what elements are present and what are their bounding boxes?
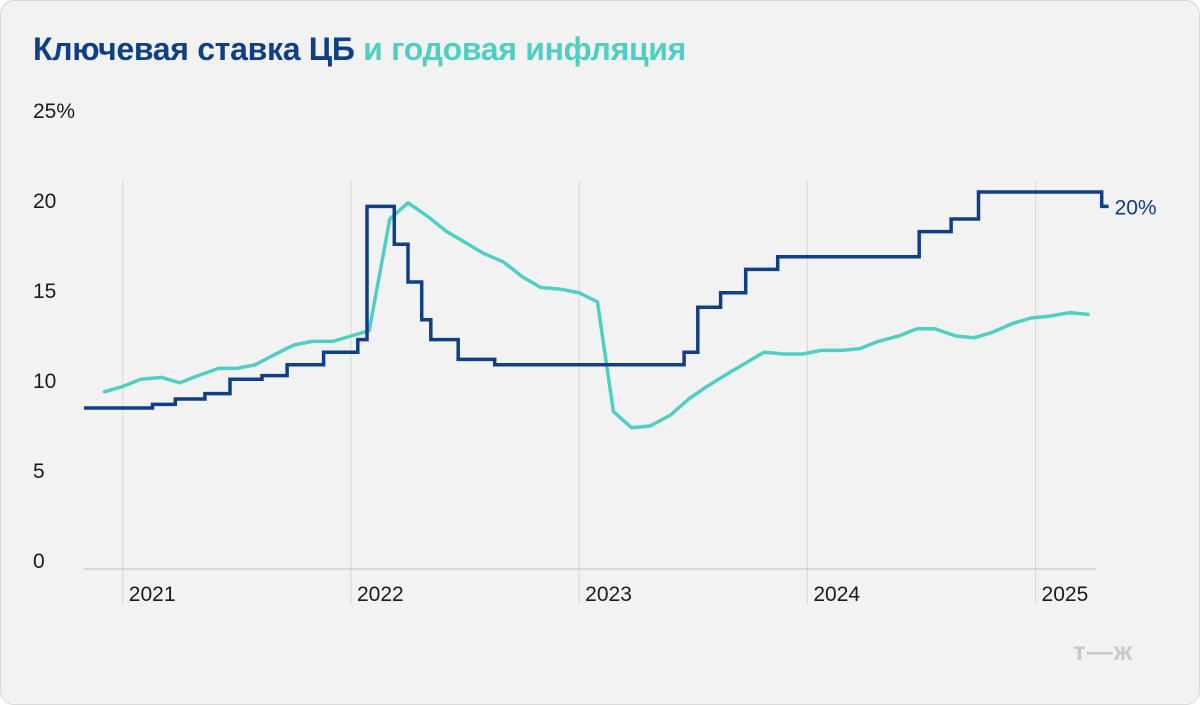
x-tick-label: 2024: [813, 583, 860, 606]
title-rate-part: Ключевая ставка ЦБ: [33, 31, 355, 67]
y-tick-label: 15: [33, 280, 56, 303]
x-tick-label: 2022: [357, 583, 404, 606]
rate-end-label: 20%: [1115, 196, 1157, 219]
y-tick-label: 0: [33, 550, 45, 573]
x-axis-ticks: 2021 2022 2023 2024 2025: [129, 583, 1088, 606]
y-axis-ticks: 25% 20 15 10 5 0: [33, 100, 75, 573]
key-rate-line: [84, 190, 1109, 410]
y-tick-label: 25%: [33, 100, 75, 123]
y-tick-label: 20: [33, 190, 56, 213]
x-tick-label: 2025: [1042, 583, 1089, 606]
tzh-logo: т—ж: [1073, 636, 1133, 666]
grid-layer: [122, 181, 1037, 604]
title-inflation-part: и годовая инфляция: [363, 31, 687, 67]
y-tick-label: 5: [33, 460, 45, 483]
series-layer: [84, 190, 1109, 430]
inflation-line: [102, 201, 1090, 430]
chart-title: Ключевая ставка ЦБ и годовая инфляция: [33, 31, 686, 68]
x-tick-label: 2023: [585, 583, 632, 606]
y-tick-label: 10: [33, 370, 56, 393]
x-tick-label: 2021: [129, 583, 176, 606]
